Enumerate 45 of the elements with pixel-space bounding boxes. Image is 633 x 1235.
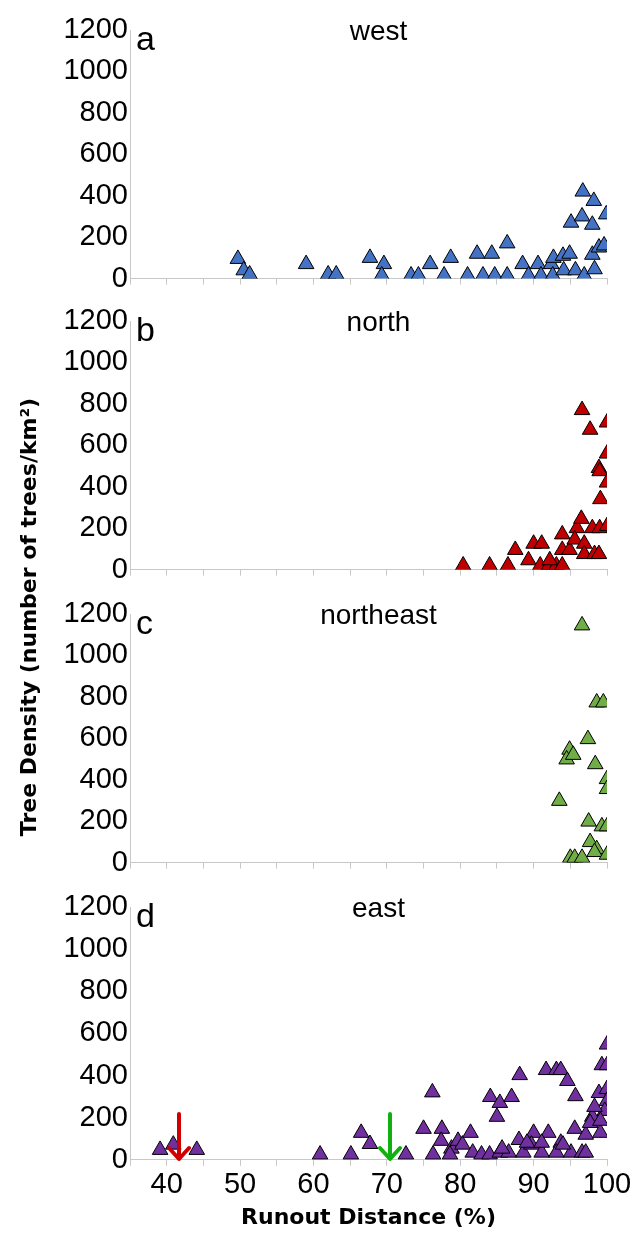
y-tick-label: 800 xyxy=(79,973,128,1006)
y-tick-label: 400 xyxy=(79,761,128,794)
y-tick-label: 200 xyxy=(79,510,128,543)
chart-title: northeast xyxy=(320,598,438,630)
y-tick-label: 1200 xyxy=(63,303,128,335)
y-tick-label: 1000 xyxy=(63,53,128,86)
y-tick-label: 200 xyxy=(79,219,128,252)
annotation: b xyxy=(136,310,155,349)
x-axis-title: Runout Distance (%) xyxy=(241,1203,496,1229)
x-tick-label: 40 xyxy=(150,1167,183,1200)
y-axis-title: Tree Density (number of trees/km²) xyxy=(15,397,41,837)
y-tick-label: 600 xyxy=(79,1015,128,1048)
y-tick-label: 0 xyxy=(111,1141,128,1174)
annotation: d xyxy=(136,896,155,935)
annotation: a xyxy=(136,19,155,58)
y-tick-label: 1200 xyxy=(63,596,128,628)
y-tick-label: 1000 xyxy=(63,931,128,964)
y-tick-label: 0 xyxy=(111,844,128,877)
y-tick-label: 0 xyxy=(111,551,128,584)
annotation: c xyxy=(136,603,153,642)
y-tick-label: 600 xyxy=(79,720,128,753)
y-tick-label: 1200 xyxy=(63,889,128,921)
chart-title: north xyxy=(346,305,411,337)
x-tick-label: 90 xyxy=(517,1167,550,1200)
y-tick-label: 800 xyxy=(79,678,128,711)
x-tick-label: 100 xyxy=(582,1167,632,1200)
y-tick-label: 400 xyxy=(79,468,128,501)
y-tick-label: 1200 xyxy=(63,12,128,44)
y-tick-label: 0 xyxy=(111,260,128,293)
x-tick-label: 80 xyxy=(444,1167,477,1200)
x-tick-label: 60 xyxy=(297,1167,330,1200)
y-tick-label: 600 xyxy=(79,136,128,169)
chart-title: west xyxy=(348,14,408,46)
y-tick-label: 200 xyxy=(79,1099,128,1132)
y-tick-label: 800 xyxy=(79,385,128,418)
chart-title: east xyxy=(352,891,406,923)
y-tick-label: 200 xyxy=(79,803,128,836)
y-tick-label: 1000 xyxy=(63,344,128,377)
y-tick-label: 800 xyxy=(79,94,128,127)
y-tick-label: 400 xyxy=(79,177,128,210)
y-tick-label: 1000 xyxy=(63,637,128,670)
x-tick-label: 70 xyxy=(370,1167,403,1200)
y-tick-label: 600 xyxy=(79,427,128,460)
x-tick-label: 50 xyxy=(223,1167,257,1200)
y-tick-label: 400 xyxy=(79,1057,128,1090)
